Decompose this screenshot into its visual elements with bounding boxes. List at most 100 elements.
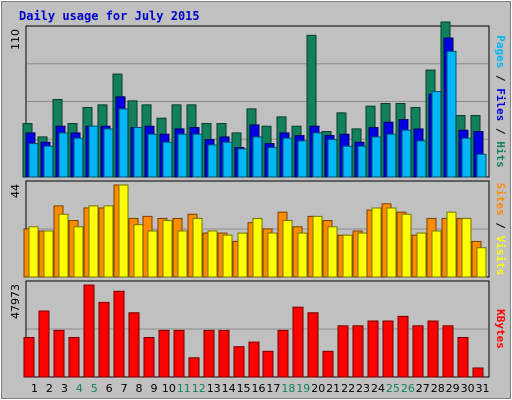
bar-kbytes-day-25 [382, 320, 394, 378]
x-tick-label-day-14: 14 [222, 382, 236, 395]
bar-kbytes-day-31 [472, 367, 484, 378]
bar-kbytes-day-27 [412, 325, 424, 378]
bar-kbytes-day-21 [322, 350, 334, 378]
x-tick-label-day-5: 5 [91, 382, 98, 395]
bar-kbytes-day-12 [188, 357, 200, 378]
bar-kbytes-day-24 [367, 320, 379, 378]
x-tick-label-day-8: 8 [136, 382, 143, 395]
bar-visits-day-24 [371, 207, 382, 278]
bar-pages-day-25 [386, 133, 397, 178]
bar-visits-day-27 [416, 232, 427, 278]
bar-pages-day-26 [401, 129, 412, 178]
bar-pages-day-21 [327, 139, 338, 178]
bar-kbytes-day-8 [128, 312, 140, 378]
bar-visits-day-30 [461, 217, 472, 278]
bar-visits-day-7 [118, 184, 129, 278]
bar-kbytes-day-14 [218, 329, 230, 378]
bar-kbytes-day-13 [203, 329, 215, 378]
x-tick-label-day-11: 11 [177, 382, 191, 395]
x-tick-label-day-31: 31 [476, 382, 490, 395]
bar-pages-day-12 [192, 133, 203, 178]
bar-pages-day-3 [58, 132, 69, 178]
bar-kbytes-day-18 [277, 329, 289, 378]
chart-title: Daily usage for July 2015 [19, 9, 200, 23]
bar-pages-day-17 [267, 147, 278, 178]
legend-top: Pages / Files / Hits [494, 35, 507, 168]
legend-mid: Sites / Visits [494, 183, 507, 276]
bar-kbytes-day-16 [248, 341, 260, 378]
bar-kbytes-day-3 [53, 329, 65, 378]
x-tick-label-day-12: 12 [192, 382, 206, 395]
bar-kbytes-day-23 [352, 325, 364, 378]
bar-pages-day-2 [43, 145, 54, 178]
bar-visits-day-9 [147, 230, 158, 278]
bar-kbytes-day-10 [158, 329, 170, 378]
legend-top-part: / [494, 121, 507, 141]
x-tick-label-day-16: 16 [252, 382, 266, 395]
x-tick-label-day-13: 13 [207, 382, 221, 395]
bar-visits-day-5 [88, 205, 99, 278]
bar-pages-day-29 [446, 50, 457, 178]
bar-visits-day-29 [446, 211, 457, 278]
bar-visits-day-25 [386, 207, 397, 278]
legend-mid-part: Sites [494, 183, 507, 216]
x-tick-label-day-24: 24 [371, 382, 385, 395]
bar-pages-day-1 [28, 143, 39, 178]
bar-kbytes-day-17 [262, 350, 274, 378]
bar-visits-day-21 [327, 226, 338, 278]
x-tick-label-day-10: 10 [162, 382, 176, 395]
bar-kbytes-day-4 [68, 336, 80, 378]
bar-visits-day-31 [476, 247, 487, 278]
bar-visits-day-11 [177, 230, 188, 278]
bar-pages-day-22 [342, 145, 353, 178]
bar-visits-day-15 [237, 232, 248, 278]
bar-pages-day-13 [207, 144, 218, 178]
bar-pages-day-30 [461, 137, 472, 178]
x-tick-label-day-25: 25 [386, 382, 400, 395]
bar-kbytes-day-20 [307, 312, 319, 378]
legend-mid-part: / [494, 216, 507, 236]
legend-top-part: Hits [494, 141, 507, 168]
bar-kbytes-day-26 [397, 315, 409, 378]
bar-kbytes-day-11 [173, 329, 185, 378]
x-tick-label-day-23: 23 [356, 382, 370, 395]
bar-visits-day-1 [28, 226, 39, 278]
bar-visits-day-17 [267, 232, 278, 278]
bar-pages-day-5 [88, 125, 99, 178]
bar-kbytes-day-30 [457, 336, 469, 378]
bar-visits-day-20 [312, 215, 323, 278]
x-tick-label-day-4: 4 [76, 382, 83, 395]
x-tick-label-day-19: 19 [296, 382, 310, 395]
x-tick-label-day-30: 30 [461, 382, 475, 395]
bar-pages-day-20 [312, 132, 323, 178]
legend-bottom: KBytes [494, 309, 507, 349]
panel-kbytes-ymax-label: 47973 [9, 284, 22, 319]
bar-kbytes-day-22 [337, 325, 349, 378]
panel-visits-ymax-label: 44 [9, 184, 22, 198]
x-tick-label-day-22: 22 [341, 382, 355, 395]
x-tick-label-day-18: 18 [281, 382, 295, 395]
bar-visits-day-26 [401, 213, 412, 278]
legend-bottom-part: KBytes [494, 309, 507, 349]
legend-top-part: Files [494, 88, 507, 121]
bar-visits-day-2 [43, 230, 54, 278]
x-tick-label-day-17: 17 [266, 382, 280, 395]
bar-visits-day-23 [357, 232, 368, 278]
x-tick-label-day-2: 2 [46, 382, 53, 395]
bar-visits-day-16 [252, 217, 263, 278]
bar-pages-day-24 [371, 136, 382, 178]
bar-visits-day-18 [282, 220, 293, 278]
x-tick-label-day-21: 21 [326, 382, 340, 395]
bar-pages-day-9 [147, 133, 158, 178]
x-tick-label-day-9: 9 [150, 382, 157, 395]
bar-pages-day-10 [162, 141, 173, 178]
bar-visits-day-13 [207, 230, 218, 278]
bar-pages-day-18 [282, 137, 293, 178]
bar-kbytes-day-1 [23, 336, 35, 378]
bar-kbytes-day-6 [98, 301, 110, 378]
bar-pages-day-6 [103, 128, 114, 178]
bar-pages-day-15 [237, 148, 248, 178]
x-tick-label-day-26: 26 [401, 382, 415, 395]
